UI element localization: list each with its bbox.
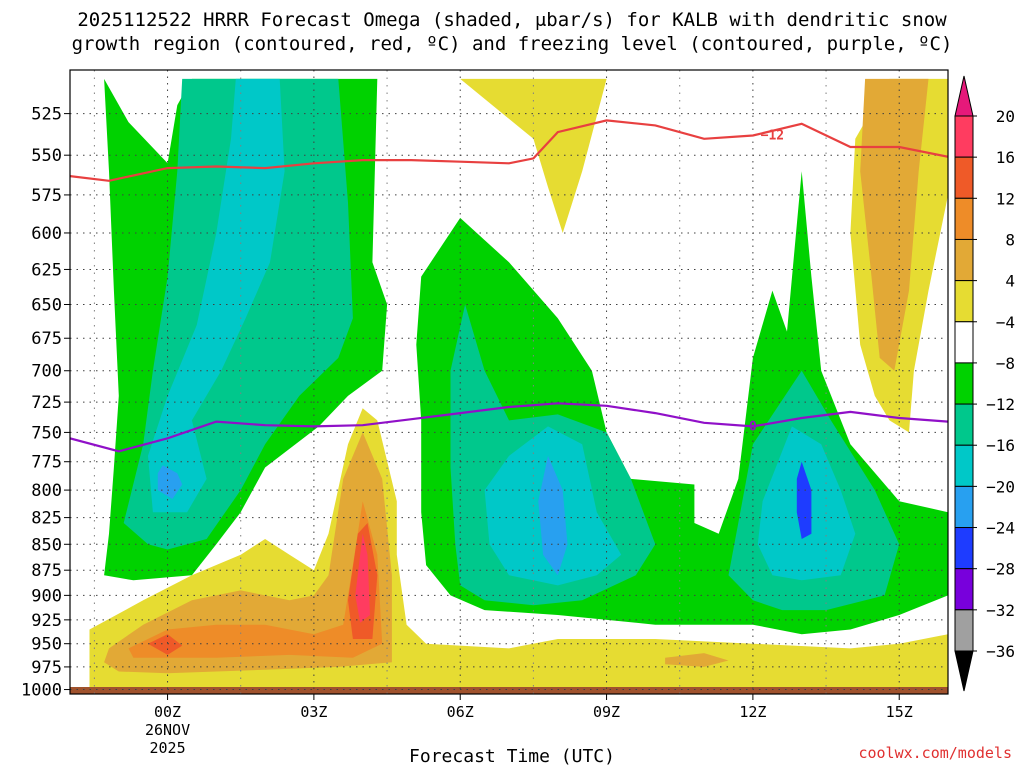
y-tick-label-825: 825 <box>31 509 62 529</box>
colorbar-label-4: 4 <box>1005 272 1015 291</box>
omega-region-20 <box>355 533 370 623</box>
colorbar-label-3: 8 <box>1005 230 1015 249</box>
x-tick-label-0: 00Z <box>154 703 181 721</box>
colorbar-label-7: −12 <box>986 395 1015 414</box>
omega-region-13 <box>460 78 607 234</box>
colorbar-swatch-9 <box>954 485 974 529</box>
colorbar-top-arrow <box>954 75 974 117</box>
colorbar-label-1: 16 <box>996 148 1015 167</box>
y-tick-label-850: 850 <box>31 535 62 555</box>
y-tick-label-775: 775 <box>31 453 62 473</box>
colorbar-label-2: 12 <box>996 189 1015 208</box>
y-tick-label-900: 900 <box>31 586 62 606</box>
y-tick-label-875: 875 <box>31 561 62 581</box>
colorbar-swatch-2 <box>954 197 974 240</box>
credit-text: coolwx.com/models <box>858 744 1012 762</box>
x-tick-sublabel-year: 2025 <box>149 739 185 757</box>
colorbar-label-8: −16 <box>986 436 1015 455</box>
shaded-regions <box>89 78 948 694</box>
colorbar-swatch-10 <box>954 527 974 570</box>
surface-band <box>70 687 948 694</box>
x-tick-label-6: 06Z <box>447 703 474 721</box>
omega-region-2 <box>148 78 285 513</box>
omega-region-16 <box>665 653 729 667</box>
contour-line-0 <box>70 119 948 182</box>
contour-label-0: −12 <box>761 128 784 143</box>
x-tick-sublabel-date: 26NOV <box>145 721 190 739</box>
x-tick-label-12: 12Z <box>739 703 766 721</box>
y-tick-label-1000: 1000 <box>21 681 62 701</box>
y-tick-label-750: 750 <box>31 423 62 443</box>
x-tick-label-15: 15Z <box>886 703 913 721</box>
x-tick-label-9: 09Z <box>593 703 620 721</box>
colorbar-swatch-8 <box>954 444 974 487</box>
y-tick-label-575: 575 <box>31 186 62 206</box>
colorbar-swatch-1 <box>954 156 974 199</box>
colorbar-label-13: −36 <box>986 642 1015 661</box>
colorbar-swatch-3 <box>954 238 974 282</box>
y-tick-label-600: 600 <box>31 224 62 244</box>
colorbar-label-12: −32 <box>986 601 1015 620</box>
contour-line-1 <box>70 402 948 453</box>
colorbar-label-9: −20 <box>986 477 1015 496</box>
colorbar-swatch-4 <box>954 280 974 323</box>
contour-label-1: 0 <box>749 419 757 434</box>
colorbar-swatch-5 <box>954 321 974 364</box>
y-tick-label-650: 650 <box>31 296 62 316</box>
y-tick-label-950: 950 <box>31 635 62 655</box>
y-tick-label-550: 550 <box>31 146 62 166</box>
omega-region-10 <box>796 461 812 539</box>
y-tick-label-675: 675 <box>31 329 62 349</box>
colorbar-swatch-7 <box>954 403 974 446</box>
y-tick-label-800: 800 <box>31 481 62 501</box>
colorbar-label-0: 20 <box>996 107 1015 126</box>
y-tick-label-700: 700 <box>31 362 62 382</box>
colorbar-label-11: −28 <box>986 560 1015 579</box>
plot-frame <box>69 69 949 695</box>
omega-region-9 <box>538 455 568 576</box>
y-tick-label-925: 925 <box>31 611 62 631</box>
y-tick-label-525: 525 <box>31 105 62 125</box>
colorbar-swatch-11 <box>954 568 974 611</box>
y-tick-label-625: 625 <box>31 260 62 280</box>
colorbar-label-5: −4 <box>996 313 1015 332</box>
colorbar-label-6: −8 <box>996 354 1015 373</box>
colorbar-swatch-last <box>954 609 974 652</box>
omega-region-15 <box>860 78 929 371</box>
omega-region-19 <box>148 634 183 655</box>
y-tick-label-725: 725 <box>31 393 62 413</box>
chart-title-line1: 2025112522 HRRR Forecast Omega (shaded, … <box>77 9 947 31</box>
colorbar-label-10: −24 <box>986 519 1015 538</box>
x-axis-label: Forecast Time (UTC) <box>409 746 615 767</box>
colorbar-swatch-0 <box>954 115 974 158</box>
omega-region-14 <box>104 432 392 674</box>
y-tick-label-975: 975 <box>31 658 62 678</box>
x-tick-label-3: 03Z <box>300 703 327 721</box>
colorbar-swatch-6 <box>954 362 974 405</box>
colorbar-bottom-arrow <box>954 650 974 692</box>
omega-region-3 <box>157 465 183 499</box>
chart-title-line2: growth region (contoured, red, ºC) and f… <box>71 33 953 55</box>
